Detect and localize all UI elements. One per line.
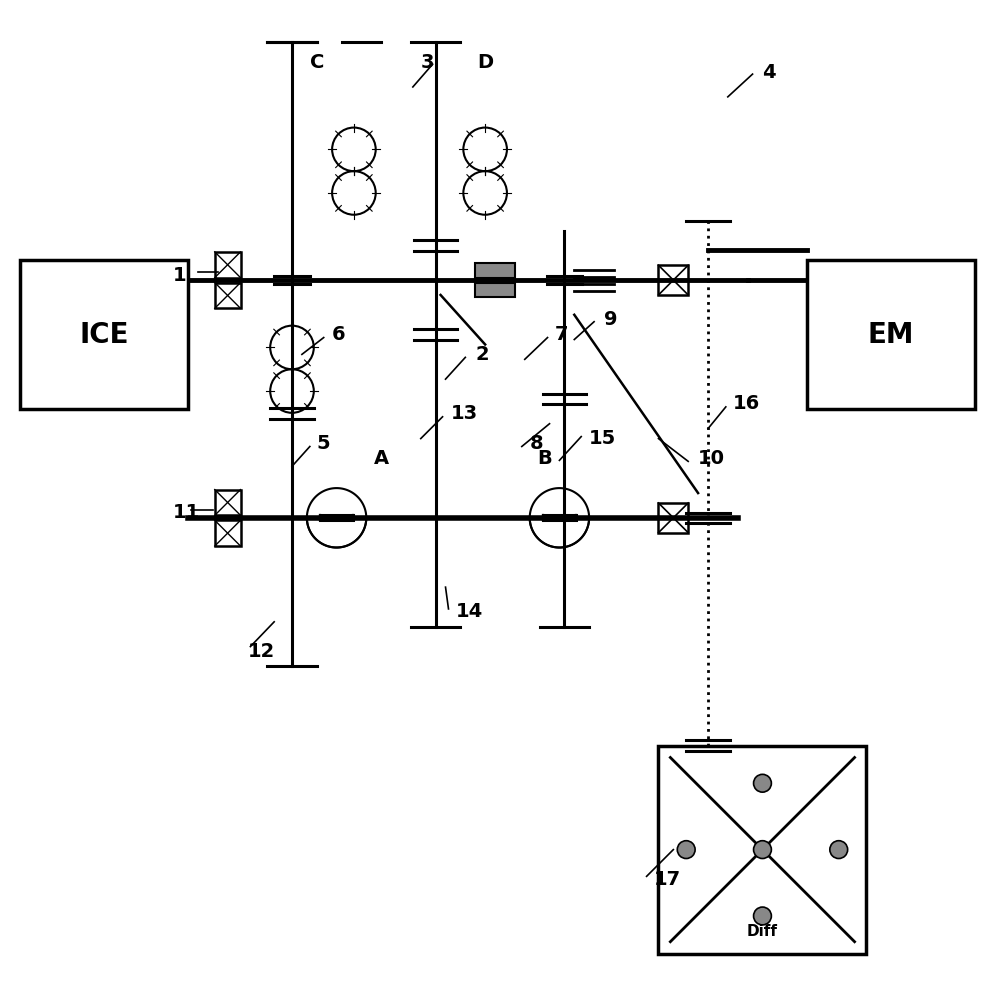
Text: ICE: ICE <box>79 321 129 349</box>
Bar <box>20 260 188 409</box>
Text: D: D <box>477 53 493 72</box>
Text: 10: 10 <box>698 449 725 468</box>
Text: C: C <box>310 53 324 72</box>
Bar <box>215 252 241 278</box>
Text: 8: 8 <box>530 434 543 453</box>
Text: 1: 1 <box>173 266 187 285</box>
Text: 2: 2 <box>475 345 489 364</box>
Text: 3: 3 <box>421 53 434 72</box>
Text: 16: 16 <box>733 394 760 413</box>
Bar <box>215 490 241 515</box>
Bar <box>658 265 688 295</box>
Text: 9: 9 <box>604 310 617 330</box>
Text: A: A <box>374 449 389 468</box>
Text: Diff: Diff <box>747 924 778 939</box>
Text: 13: 13 <box>450 404 478 423</box>
Circle shape <box>754 907 771 925</box>
Circle shape <box>754 774 771 792</box>
Text: 6: 6 <box>332 325 345 344</box>
Bar <box>215 520 241 546</box>
Text: 11: 11 <box>173 503 200 522</box>
Text: 14: 14 <box>455 603 483 622</box>
Bar <box>807 260 975 409</box>
Text: 15: 15 <box>589 429 616 448</box>
Circle shape <box>830 841 848 859</box>
Text: 12: 12 <box>247 642 275 661</box>
Text: 7: 7 <box>554 325 568 344</box>
Text: EM: EM <box>868 321 914 349</box>
Circle shape <box>754 841 771 859</box>
Circle shape <box>677 841 695 859</box>
Text: 17: 17 <box>654 870 681 888</box>
Bar <box>658 746 866 953</box>
Bar <box>658 503 688 533</box>
Text: 5: 5 <box>317 434 330 453</box>
Bar <box>475 283 515 298</box>
Bar <box>475 263 515 278</box>
Bar <box>215 283 241 309</box>
Text: B: B <box>537 449 552 468</box>
Text: 4: 4 <box>762 63 776 82</box>
